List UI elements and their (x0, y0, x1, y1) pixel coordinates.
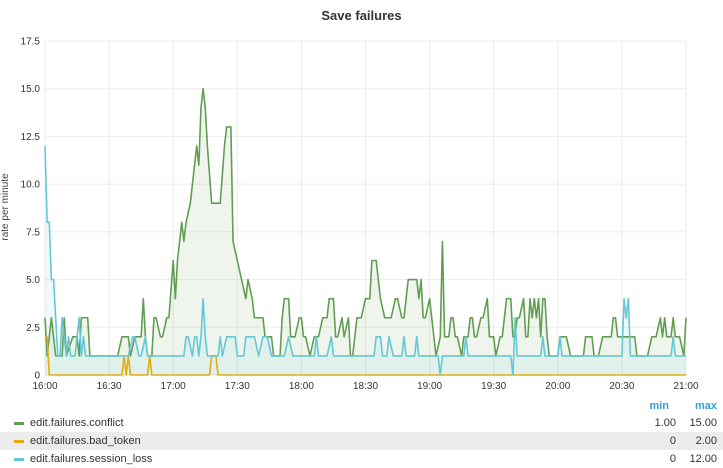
series-color-swatch[interactable] (14, 422, 24, 425)
y-tick-label: 5.0 (26, 275, 40, 286)
legend-row[interactable]: edit.failures.session_loss 0 12.00 (0, 450, 723, 468)
y-tick-label: 7.5 (26, 227, 40, 238)
legend-min-value: 0 (669, 435, 676, 447)
legend-series-name[interactable]: edit.failures.conflict (30, 417, 124, 429)
x-tick-label: 19:00 (417, 381, 442, 392)
y-axis-title: rate per minute (0, 173, 11, 241)
legend-row[interactable]: edit.failures.bad_token 0 2.00 (0, 432, 723, 450)
plot-area[interactable] (44, 87, 687, 376)
legend-table: min max edit.failures.conflict 1.00 15.0… (0, 398, 723, 468)
legend-min-value: 1.00 (654, 417, 676, 429)
legend-max-value: 15.00 (689, 417, 717, 429)
y-tick-label: 10.0 (21, 180, 41, 191)
y-axis: 0 2.5 5.0 7.5 10.0 12.5 15.0 17.5 (21, 37, 41, 382)
legend-series-name[interactable]: edit.failures.bad_token (30, 435, 141, 447)
series-line-edit-failures-session-loss[interactable] (44, 145, 686, 376)
legend-max-value: 2.00 (695, 435, 717, 447)
chart-svg: 0 2.5 5.0 7.5 10.0 12.5 15.0 17.5 16:00 16:30 17:… (0, 37, 699, 393)
y-tick-label: 17.5 (21, 37, 41, 48)
x-tick-label: 19:30 (481, 381, 506, 392)
legend-min-value: 0 (669, 453, 676, 465)
y-tick-label: 12.5 (21, 132, 41, 143)
panel-title[interactable]: Save failures (321, 8, 402, 23)
y-tick-label: 15.0 (21, 84, 41, 95)
x-tick-label: 17:30 (225, 381, 250, 392)
series-color-swatch[interactable] (14, 440, 24, 443)
y-tick-label: 2.5 (26, 323, 40, 334)
x-tick-label: 18:30 (353, 381, 378, 392)
legend-header: min max (0, 398, 723, 414)
series-color-swatch[interactable] (14, 458, 24, 461)
legend-series-name[interactable]: edit.failures.session_loss (30, 453, 153, 465)
x-tick-label: 16:00 (32, 381, 57, 392)
x-tick-label: 17:00 (161, 381, 186, 392)
legend-max-value: 12.00 (689, 453, 717, 465)
x-tick-label: 21:00 (673, 381, 698, 392)
legend-max-header[interactable]: max (694, 400, 717, 412)
series-area-edit-failures-conflict (45, 88, 686, 376)
y-tick-label: 0 (34, 371, 40, 382)
legend-min-header[interactable]: min (649, 400, 669, 412)
grid (44, 40, 687, 376)
x-tick-label: 16:30 (97, 381, 122, 392)
x-tick-label: 20:00 (545, 381, 570, 392)
x-axis: 16:00 16:30 17:00 17:30 18:00 18:30 19:00 19:30… (32, 381, 698, 392)
x-tick-label: 18:00 (289, 381, 314, 392)
legend-row[interactable]: edit.failures.conflict 1.00 15.00 (0, 414, 723, 432)
x-tick-label: 20:30 (609, 381, 634, 392)
